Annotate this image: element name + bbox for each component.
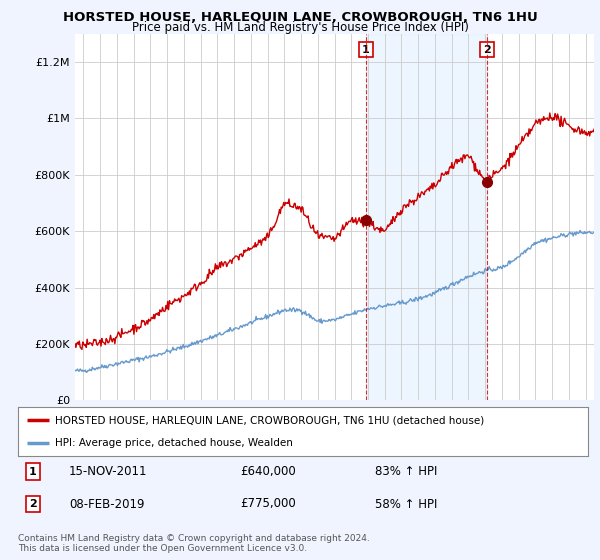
- Text: 1: 1: [29, 466, 37, 477]
- Text: 1: 1: [362, 45, 370, 55]
- Text: HORSTED HOUSE, HARLEQUIN LANE, CROWBOROUGH, TN6 1HU: HORSTED HOUSE, HARLEQUIN LANE, CROWBOROU…: [62, 11, 538, 24]
- Text: 15-NOV-2011: 15-NOV-2011: [69, 465, 148, 478]
- Text: 08-FEB-2019: 08-FEB-2019: [69, 497, 145, 511]
- Bar: [366, 34, 487, 400]
- Text: HPI: Average price, detached house, Wealden: HPI: Average price, detached house, Weal…: [55, 438, 293, 448]
- Text: 58% ↑ HPI: 58% ↑ HPI: [375, 497, 437, 511]
- Text: Price paid vs. HM Land Registry's House Price Index (HPI): Price paid vs. HM Land Registry's House …: [131, 21, 469, 34]
- Text: £775,000: £775,000: [240, 497, 296, 511]
- Text: 2: 2: [29, 499, 37, 509]
- Text: HORSTED HOUSE, HARLEQUIN LANE, CROWBOROUGH, TN6 1HU (detached house): HORSTED HOUSE, HARLEQUIN LANE, CROWBOROU…: [55, 416, 484, 426]
- Text: Contains HM Land Registry data © Crown copyright and database right 2024.
This d: Contains HM Land Registry data © Crown c…: [18, 534, 370, 553]
- Text: 83% ↑ HPI: 83% ↑ HPI: [375, 465, 437, 478]
- Text: 2: 2: [483, 45, 491, 55]
- Text: £640,000: £640,000: [240, 465, 296, 478]
